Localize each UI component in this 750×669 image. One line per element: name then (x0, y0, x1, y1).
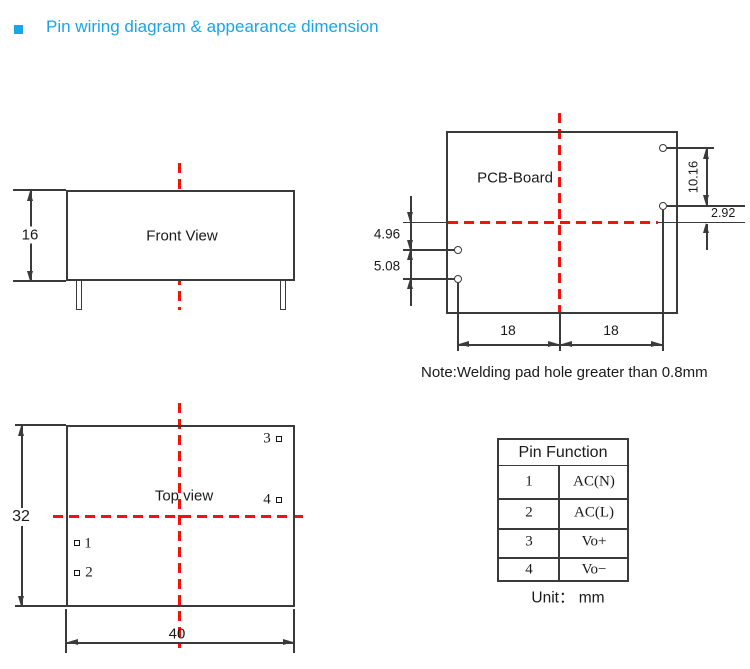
dim-extension-line (13, 189, 66, 191)
front-view-height-dim: 16 (18, 226, 42, 244)
dim-arrow-down (407, 240, 413, 250)
dim-arrow-up (703, 149, 709, 159)
pin-3-pad-icon (276, 436, 282, 442)
dim-arrow-down (18, 596, 24, 606)
table-cell-pin: 2 (525, 504, 533, 521)
top-view-outline (66, 425, 295, 607)
table-cell-pin: 4 (525, 561, 533, 578)
pcb-right-offset-dim: 2.92 (711, 206, 736, 220)
pad-hole (454, 275, 462, 283)
unit-label: Unit： mm (531, 589, 605, 607)
centerline-extension-right (658, 221, 745, 223)
section-bullet-icon (14, 25, 23, 34)
dim-arrow-up (27, 191, 33, 201)
pcb-left-pitch-dim: 5.08 (370, 258, 404, 274)
front-view-left-pin (76, 281, 82, 310)
dim-extension-line (15, 605, 66, 607)
dim-line (706, 148, 708, 206)
pin-1-number: 1 (84, 535, 92, 552)
dim-line (706, 224, 708, 250)
front-view-outline (66, 190, 295, 281)
top-view-height-dim: 32 (9, 508, 33, 526)
pcb-centerline-horizontal (448, 221, 658, 224)
table-cell-function: Vo+ (581, 533, 607, 550)
dim-arrow-right (651, 341, 661, 347)
dim-arrow-left (459, 341, 469, 347)
top-view-centerline-horizontal (53, 515, 303, 518)
pad-hole (659, 202, 667, 210)
table-cell-function: AC(L) (574, 504, 614, 521)
centerline-extension-left (403, 221, 447, 223)
pcb-span-right-dim: 18 (603, 322, 619, 338)
pin-function-table: Pin Function 1 AC(N) 2 AC(L) 3 Vo+ 4 Vo− (497, 438, 629, 582)
pin-2-pad-icon (74, 570, 80, 576)
pcb-left-offset-dim: 4.96 (370, 226, 404, 242)
dim-line (66, 642, 295, 644)
dim-arrow-left (562, 341, 572, 347)
pin-2-number: 2 (85, 564, 93, 581)
dim-extension-line (65, 609, 67, 653)
dim-line (457, 344, 663, 346)
dim-arrow-left (68, 639, 78, 645)
page-title: Pin wiring diagram & appearance dimensio… (46, 17, 379, 36)
dim-extension-line (15, 424, 66, 426)
front-view-right-pin (280, 281, 286, 310)
pin-3-number: 3 (263, 430, 271, 447)
dim-arrow-down (407, 212, 413, 222)
pad-hole (659, 144, 667, 152)
pcb-right-pitch-dim: 10.16 (685, 160, 701, 194)
top-view-label: Top view (154, 487, 214, 505)
dim-arrow-up (18, 426, 24, 436)
dim-arrow-right (283, 639, 293, 645)
pin-1-pad-icon (74, 540, 80, 546)
table-cell-function: Vo− (581, 561, 607, 578)
table-row-divider (499, 528, 627, 530)
dim-extension-line (667, 147, 714, 149)
top-view-centerline-vertical (178, 403, 181, 648)
dim-arrow-down (27, 271, 33, 281)
pin-4-pad-icon (276, 497, 282, 503)
top-view-width-dim: 40 (168, 625, 186, 643)
dim-extension-line (457, 283, 459, 351)
dim-arrow-up (703, 223, 709, 233)
dim-extension-line (559, 314, 561, 351)
dim-extension-line (293, 609, 295, 653)
dim-extension-line (403, 278, 456, 280)
pin-table-title: Pin Function (499, 440, 627, 466)
front-view-label: Front View (146, 227, 218, 245)
dim-arrow-up (407, 250, 413, 260)
dim-extension-line (403, 249, 456, 251)
table-row-divider (499, 498, 627, 500)
dim-arrow-down (703, 195, 709, 205)
table-row-divider (499, 557, 627, 559)
dim-arrow-right (548, 341, 558, 347)
pad-hole (454, 246, 462, 254)
table-column-divider (558, 466, 560, 580)
pcb-span-left-dim: 18 (500, 322, 516, 338)
table-cell-pin: 3 (525, 533, 533, 550)
pcb-board-label: PCB-Board (477, 169, 553, 187)
table-cell-pin: 1 (525, 473, 533, 490)
dim-arrow-up (407, 279, 413, 289)
table-cell-function: AC(N) (573, 473, 615, 490)
dim-extension-line (662, 210, 664, 351)
pin-4-number: 4 (263, 491, 271, 508)
pcb-centerline-vertical (558, 113, 561, 313)
dim-extension-line (13, 280, 66, 282)
welding-note: Note:Welding pad hole greater than 0.8mm (421, 364, 708, 381)
